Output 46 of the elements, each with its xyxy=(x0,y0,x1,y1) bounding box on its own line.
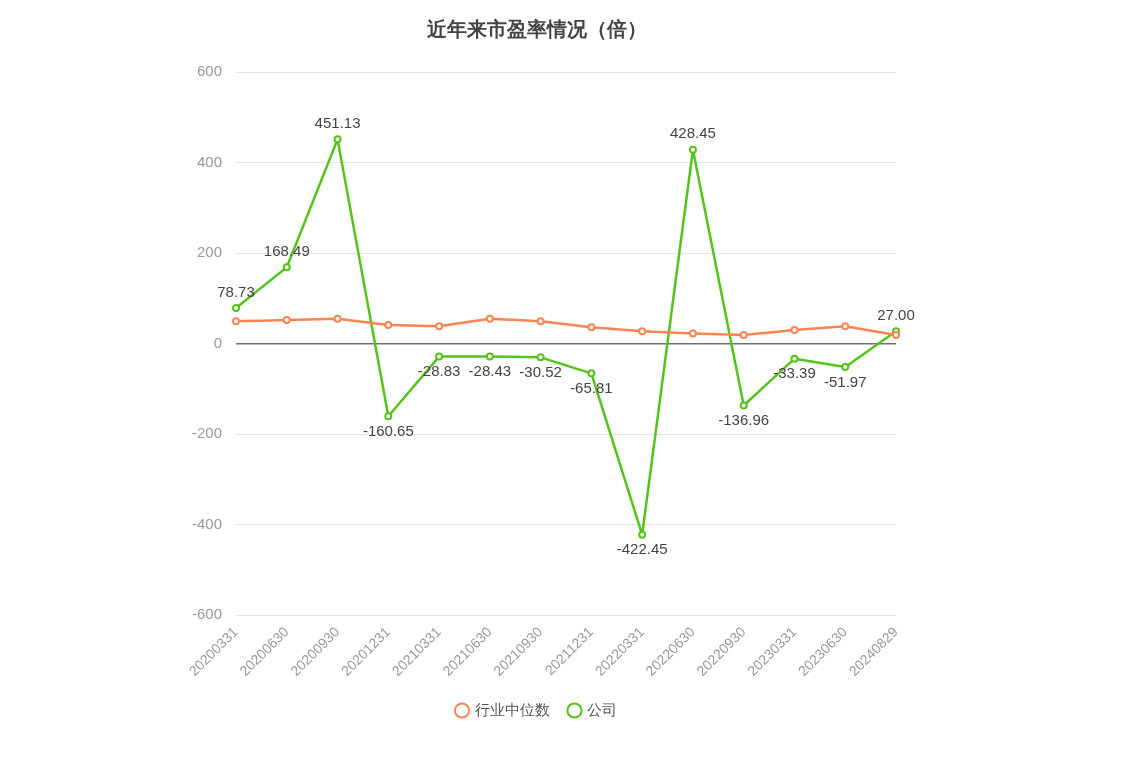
point xyxy=(232,303,241,312)
y-tick-label: 400 xyxy=(196,152,223,170)
legend-label: 公司 xyxy=(587,700,617,718)
point xyxy=(739,330,748,339)
data-label: 78.73 xyxy=(217,282,255,300)
point xyxy=(282,263,291,272)
point xyxy=(435,322,444,331)
point xyxy=(435,352,444,361)
point xyxy=(333,135,342,144)
point xyxy=(688,329,697,338)
data-label: -28.43 xyxy=(468,362,512,380)
point xyxy=(333,314,342,323)
point xyxy=(282,316,291,325)
y-tick-label: -400 xyxy=(191,514,223,532)
y-tick-label: -600 xyxy=(191,605,223,623)
y-tick-label: 600 xyxy=(196,62,223,80)
point xyxy=(384,412,393,421)
data-label: 428.45 xyxy=(669,124,716,142)
y-tick-label: 200 xyxy=(196,243,223,261)
data-label: -160.65 xyxy=(362,421,414,439)
data-label: -30.52 xyxy=(519,362,562,380)
y-tick-label: 0 xyxy=(213,333,223,351)
data-label: 451.13 xyxy=(314,114,361,132)
point xyxy=(790,325,799,334)
point xyxy=(384,320,393,329)
point xyxy=(587,369,596,378)
point xyxy=(536,353,545,362)
chart-title: 近年来市盈率情况（倍） xyxy=(426,17,647,40)
y-tick-label: -200 xyxy=(191,424,223,442)
point xyxy=(638,327,647,336)
point xyxy=(739,401,748,410)
point xyxy=(587,323,596,332)
data-label: -51.97 xyxy=(823,372,867,390)
point xyxy=(485,314,494,323)
point xyxy=(485,352,494,361)
point xyxy=(688,145,697,154)
point xyxy=(841,363,850,372)
data-label: -136.96 xyxy=(718,411,770,429)
data-label: -422.45 xyxy=(616,540,668,558)
point xyxy=(536,317,545,326)
point xyxy=(790,354,799,363)
point xyxy=(841,322,850,331)
point xyxy=(638,530,647,539)
legend-label: 行业中位数 xyxy=(474,700,550,718)
point xyxy=(232,317,241,326)
data-label: 27.00 xyxy=(877,305,915,323)
